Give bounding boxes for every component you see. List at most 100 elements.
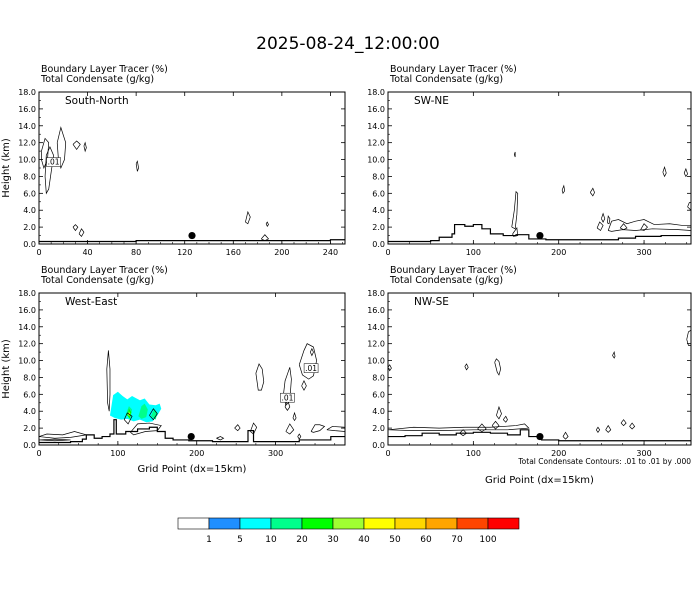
condensate-contour <box>388 364 392 372</box>
contour-label-box <box>280 392 295 403</box>
colorbar-label: 10 <box>265 535 277 545</box>
colorbar-swatch <box>270 517 303 530</box>
colorbar-label: 1 <box>206 535 212 545</box>
x-tick-label: 200 <box>189 449 204 458</box>
y-tick-label: 16.0 <box>367 306 385 315</box>
panel-header-line: Total Condensate (g/kg) <box>40 74 154 85</box>
condensate-contour <box>285 423 295 435</box>
panel-south-north: Boundary Layer Tracer (%)Total Condensat… <box>1 64 346 257</box>
y-tick-label: 12.0 <box>367 139 385 148</box>
condensate-contour <box>496 405 502 420</box>
x-tick-label: 100 <box>466 449 481 458</box>
y-tick-label: 14.0 <box>18 323 36 332</box>
x-tick-label: 80 <box>131 248 141 257</box>
condensate-contour <box>601 212 606 223</box>
panel-name-nw-se: NW-SE <box>414 296 449 308</box>
y-tick-label: 0.0 <box>372 240 385 249</box>
location-marker <box>188 231 196 240</box>
condensate-contour <box>605 424 612 433</box>
colorbar-swatch <box>301 517 334 530</box>
condensate-contour <box>260 234 270 242</box>
condensate-contour <box>250 422 258 435</box>
x-tick-label: 100 <box>466 248 481 257</box>
contour-label-box <box>303 363 319 373</box>
y-axis-label: Height (km) <box>1 138 12 198</box>
condensate-contour <box>72 224 79 232</box>
y-tick-label: 0.0 <box>372 441 385 450</box>
y-tick-label: 6.0 <box>23 390 36 399</box>
panel-header-line: Total Condensate (g/kg) <box>389 74 503 85</box>
x-tick-label: 200 <box>551 248 566 257</box>
x-tick-label: 0 <box>385 248 390 257</box>
x-tick-label: 160 <box>226 248 241 257</box>
condensate-contour <box>502 415 508 423</box>
panel-west-east: Boundary Layer Tracer (%)Total Condensat… <box>1 265 346 475</box>
condensate-contour <box>39 438 71 442</box>
condensate-contour <box>326 426 345 432</box>
terrain-line <box>388 223 691 243</box>
colorbar-swatch <box>394 517 427 530</box>
condensate-contour <box>686 329 691 346</box>
x-tick-label: 240 <box>323 248 338 257</box>
terrain-line <box>388 429 691 442</box>
y-tick-label: 8.0 <box>372 172 385 181</box>
condensate-contour <box>301 379 307 391</box>
y-tick-label: 18.0 <box>18 289 36 298</box>
contour-label: .01 <box>48 158 60 167</box>
y-tick-label: 14.0 <box>367 122 385 131</box>
contour-footnote: Total Condensate Contours: .01 to .01 by… <box>517 457 691 466</box>
condensate-contour <box>388 423 530 431</box>
condensate-contour <box>130 422 162 436</box>
colorbar-swatch <box>239 517 272 530</box>
y-axis-label: Height (km) <box>1 339 12 399</box>
condensate-contour <box>310 424 326 433</box>
y-tick-label: 4.0 <box>23 206 36 215</box>
condensate-contour <box>72 140 81 151</box>
y-tick-label: 2.0 <box>23 424 36 433</box>
y-tick-label: 10.0 <box>367 156 385 165</box>
colorbar-swatch <box>332 517 365 530</box>
x-axis-label: Grid Point (dx=15km) <box>485 475 594 486</box>
panel-sw-ne: Boundary Layer Tracer (%)Total Condensat… <box>367 64 692 257</box>
condensate-contour <box>511 190 519 230</box>
condensate-contour <box>596 221 604 232</box>
condensate-contour <box>683 167 688 178</box>
page-title: 2025-08-24_12:00:00 <box>256 34 440 54</box>
x-tick-label: 200 <box>274 248 289 257</box>
colorbar-swatch <box>177 517 210 530</box>
colorbar-label: 20 <box>296 535 308 545</box>
y-tick-label: 0.0 <box>23 441 36 450</box>
y-tick-label: 10.0 <box>367 357 385 366</box>
y-tick-label: 12.0 <box>18 340 36 349</box>
panel-name-south-north: South-North <box>65 95 129 107</box>
condensate-contour <box>562 431 569 440</box>
condensate-contour <box>83 141 87 153</box>
panel-header-line: Boundary Layer Tracer (%) <box>41 265 168 276</box>
tracer-fill-5 <box>109 391 162 423</box>
y-tick-label: 6.0 <box>23 189 36 198</box>
y-tick-label: 12.0 <box>367 340 385 349</box>
location-marker <box>536 432 544 441</box>
x-tick-label: 200 <box>551 449 566 458</box>
colorbar-label: 30 <box>327 535 339 545</box>
contour-label: .01 <box>305 364 317 373</box>
colorbar-label: 100 <box>479 535 496 545</box>
y-tick-label: 10.0 <box>18 357 36 366</box>
location-marker <box>536 231 544 240</box>
condensate-contour <box>589 187 595 197</box>
colorbar: 1 5 10 20 30 40 50 60 70 100 <box>177 517 520 545</box>
x-tick-label: 40 <box>82 248 92 257</box>
plot-frame <box>387 292 692 446</box>
colorbar-label: 70 <box>451 535 463 545</box>
y-tick-label: 2.0 <box>372 424 385 433</box>
tracer-fill-10 <box>138 403 148 419</box>
y-tick-label: 4.0 <box>372 206 385 215</box>
y-tick-label: 2.0 <box>23 223 36 232</box>
condensate-contour <box>292 411 297 422</box>
panel-nw-se: Boundary Layer Tracer (%)Total Condensat… <box>367 265 692 486</box>
condensate-contour <box>216 436 225 441</box>
colorbar-swatch <box>456 517 489 530</box>
y-tick-label: 8.0 <box>23 172 36 181</box>
condensate-contour <box>149 408 158 421</box>
